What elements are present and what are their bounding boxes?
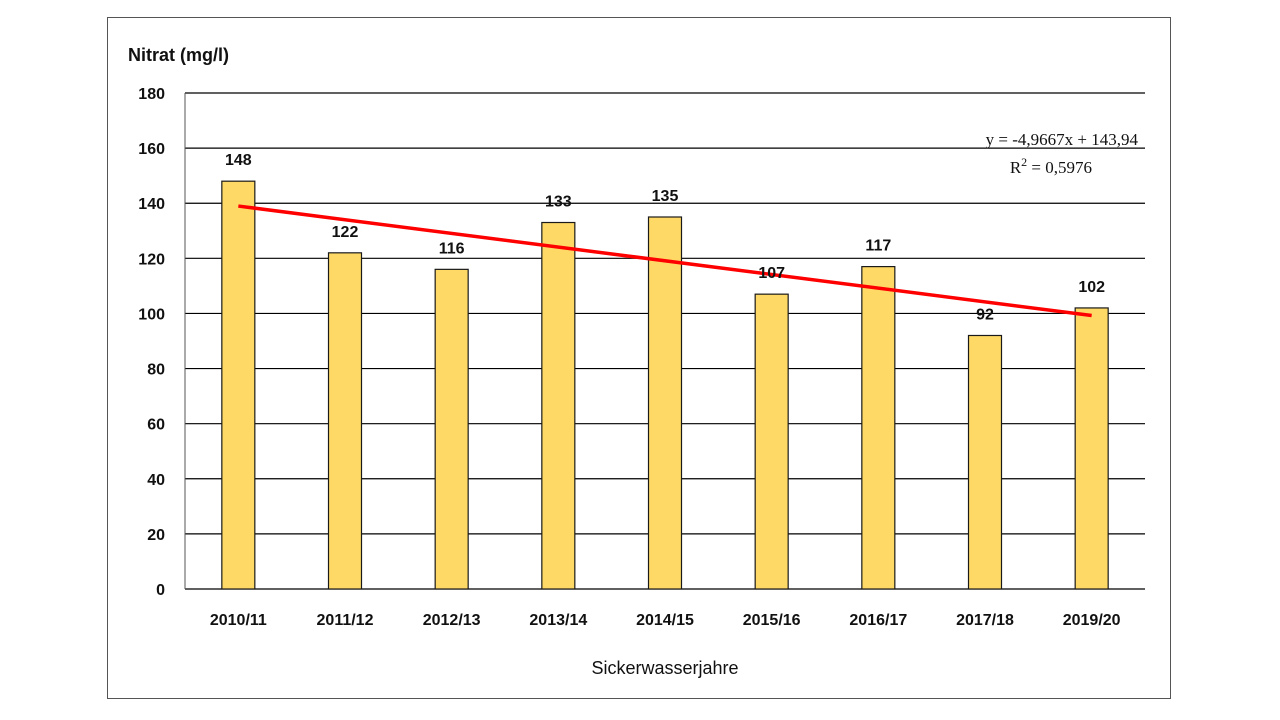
x-tick-label: 2015/16 xyxy=(743,612,801,629)
bar-value-label: 135 xyxy=(652,188,679,205)
y-tick-label: 20 xyxy=(147,527,165,544)
y-axis-title: Nitrat (mg/l) xyxy=(128,45,229,65)
bar-value-label: 92 xyxy=(976,306,994,323)
bar xyxy=(541,221,576,590)
y-tick-label: 40 xyxy=(147,472,165,489)
y-tick-label: 80 xyxy=(147,362,165,379)
r2-superscript: 2 xyxy=(1021,155,1027,169)
bar xyxy=(327,252,363,590)
data-labels: 148 122 116 133 135 107 117 92 102 xyxy=(225,152,1105,323)
bar xyxy=(861,266,896,590)
r2-suffix: = 0,5976 xyxy=(1027,158,1092,177)
y-tick-label: 0 xyxy=(156,582,165,599)
y-tick-label: 60 xyxy=(147,417,165,434)
bar xyxy=(967,334,1003,590)
y-tick-label: 160 xyxy=(138,141,165,158)
bar xyxy=(221,180,256,590)
x-tick-label: 2016/17 xyxy=(849,612,907,629)
bars xyxy=(221,180,1109,590)
bar-value-label: 102 xyxy=(1078,279,1105,296)
trendline-r-squared: R2 = 0,5976 xyxy=(1010,155,1092,177)
bar xyxy=(434,268,469,590)
x-tick-label: 2010/11 xyxy=(210,612,267,629)
bar xyxy=(647,216,683,590)
bar-chart: 0 20 40 60 80 100 120 140 160 180 148 122 116 133 135… xyxy=(128,45,1145,678)
r2-prefix: R xyxy=(1010,158,1022,177)
y-tick-label: 100 xyxy=(138,306,165,323)
bar xyxy=(754,293,789,590)
y-tick-label: 140 xyxy=(138,196,165,213)
x-axis-title: Sickerwasserjahre xyxy=(591,658,738,678)
x-tick-label: 2017/18 xyxy=(956,612,1014,629)
bar-value-label: 116 xyxy=(439,240,465,257)
y-tick-label: 180 xyxy=(138,86,165,103)
trendline-equation: y = -4,9667x + 143,94 xyxy=(986,130,1139,149)
x-tick-label: 2011/12 xyxy=(317,612,374,629)
bar xyxy=(1074,307,1109,590)
bar-value-label: 148 xyxy=(225,152,252,169)
y-axis-tick-labels: 0 20 40 60 80 100 120 140 160 180 xyxy=(138,86,165,599)
x-tick-label: 2019/20 xyxy=(1063,612,1121,629)
x-tick-label: 2014/15 xyxy=(636,612,694,629)
bar-value-label: 107 xyxy=(758,265,785,282)
x-tick-label: 2012/13 xyxy=(423,612,481,629)
y-tick-label: 120 xyxy=(138,251,165,268)
chart-frame: 0 20 40 60 80 100 120 140 160 180 148 122 116 133 135… xyxy=(107,17,1171,699)
bar-value-label: 117 xyxy=(865,238,891,255)
trendline-layer xyxy=(238,204,1092,318)
bar-value-label: 133 xyxy=(545,194,572,211)
x-tick-label: 2013/14 xyxy=(529,612,587,629)
trendline xyxy=(238,204,1092,318)
bar-value-label: 122 xyxy=(332,224,359,241)
x-axis-tick-labels: 2010/11 2011/12 2012/13 2013/14 2014/15 2015/… xyxy=(210,612,1121,629)
